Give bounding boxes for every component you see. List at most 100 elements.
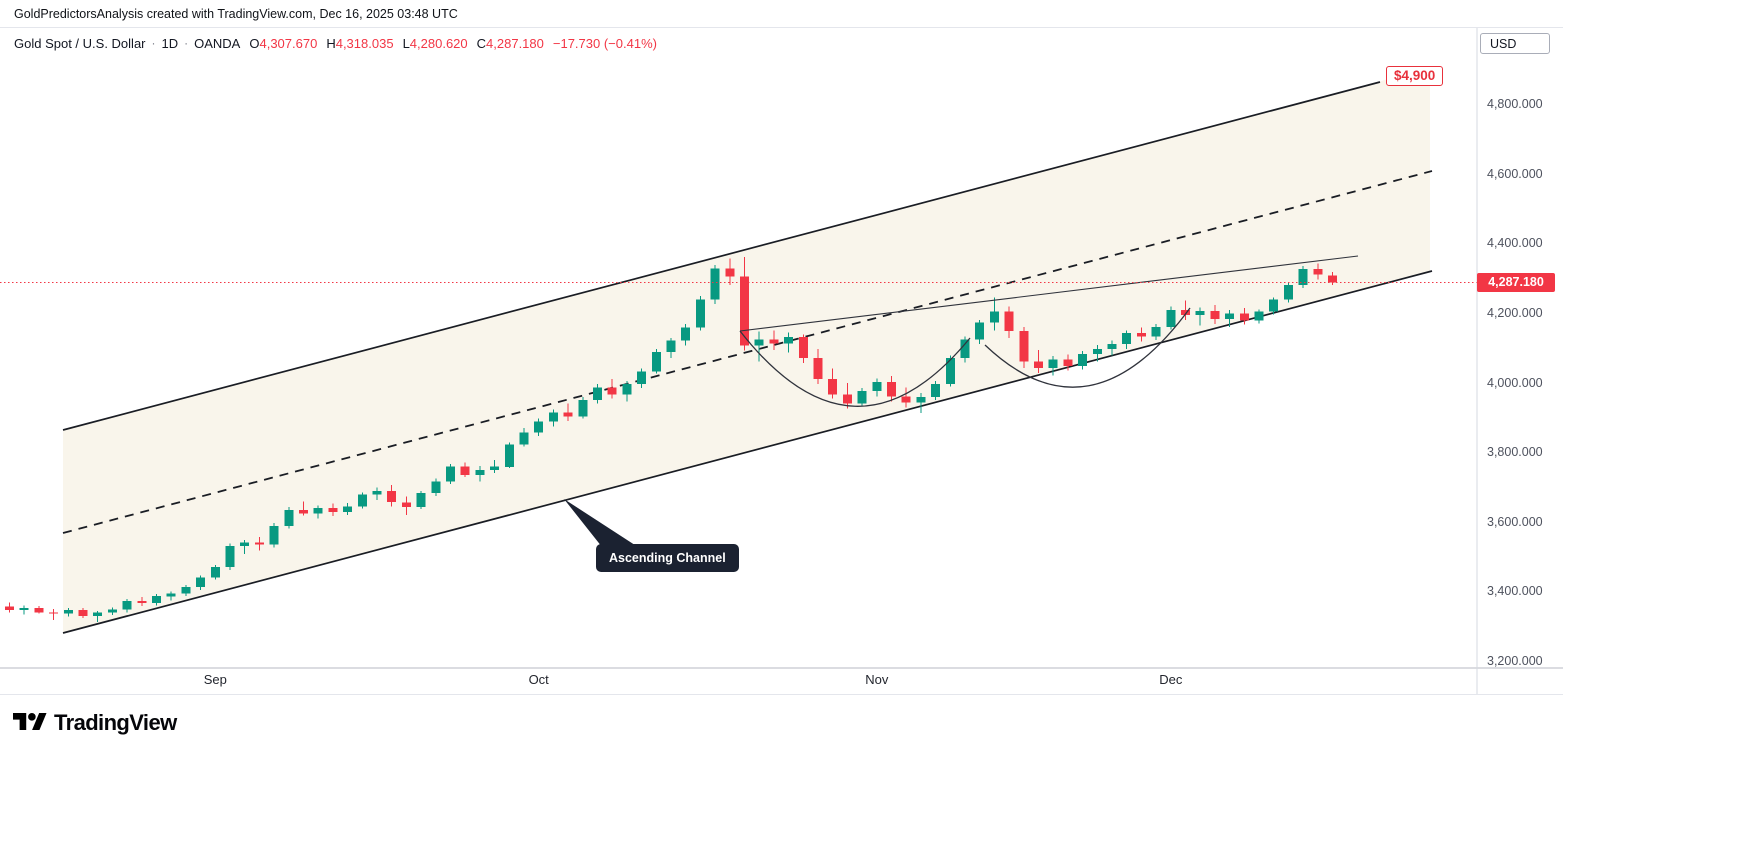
candle-body — [725, 268, 735, 277]
candle-body — [681, 327, 691, 341]
channel-fill — [63, 68, 1430, 633]
candle-body — [622, 383, 632, 395]
candle-body — [842, 394, 852, 404]
symbol-title[interactable]: Gold Spot / U.S. Dollar — [14, 35, 146, 51]
price-tick: 4,200.000 — [1487, 305, 1543, 320]
candle-body — [5, 606, 14, 611]
currency-text: USD — [1490, 36, 1517, 51]
price-tick: 4,800.000 — [1487, 97, 1543, 111]
candle-body — [813, 358, 823, 379]
candle-body — [328, 507, 338, 512]
time-axis-label: Nov — [865, 672, 889, 687]
time-axis-label: Sep — [203, 672, 227, 687]
open-label: O — [249, 35, 260, 51]
candle-body — [784, 337, 794, 344]
high-value: 4,318.035 — [335, 35, 394, 51]
time-axis-label: Dec — [1159, 672, 1183, 687]
candle-body — [769, 339, 779, 344]
candle-body — [1092, 349, 1102, 354]
resistance-trendline[interactable] — [739, 255, 1359, 332]
candle-body — [1195, 310, 1205, 315]
candle-body — [49, 612, 59, 614]
candle-body — [1225, 313, 1235, 320]
candle-body — [299, 509, 308, 514]
cup-arc-1[interactable] — [739, 330, 971, 407]
candle-body — [504, 444, 514, 467]
candle-body — [1048, 359, 1058, 368]
channel-upper-line[interactable] — [62, 81, 1381, 431]
candle-body — [1107, 344, 1117, 350]
candle-body — [1298, 269, 1308, 285]
candle-body — [34, 608, 44, 613]
candle-body — [1328, 275, 1337, 283]
candle-body — [284, 509, 294, 526]
candle-body — [1181, 310, 1190, 315]
channel-midline[interactable] — [62, 170, 1433, 534]
candle-body — [137, 601, 147, 604]
candle-body — [387, 491, 397, 503]
change-value: −17.730 (−0.41%) — [552, 35, 657, 51]
close-value: 4,287.180 — [486, 35, 544, 51]
candle-body — [695, 299, 705, 328]
candle-body — [181, 587, 191, 594]
candle-body — [901, 396, 911, 403]
candle-body — [240, 542, 250, 547]
low-label: L — [402, 35, 410, 51]
candle-body — [710, 268, 720, 300]
callout-pointer — [564, 499, 638, 547]
candle-body — [989, 311, 999, 323]
candle-body — [534, 421, 544, 433]
tradingview-logo-icon — [13, 713, 47, 731]
candle-body — [1239, 313, 1249, 321]
price-chart[interactable] — [0, 0, 1563, 695]
price-tick: 4,400.000 — [1487, 236, 1543, 251]
price-target-label[interactable]: $4,900 — [1386, 66, 1444, 86]
candle-body — [1078, 354, 1088, 366]
ascending-channel-callout[interactable]: Ascending Channel — [596, 544, 739, 572]
candle-body — [254, 542, 264, 545]
candle-body — [607, 387, 617, 395]
candle-body — [754, 339, 764, 346]
candle-body — [872, 381, 882, 391]
currency-label[interactable]: USD — [1480, 33, 1550, 54]
candle-body — [548, 412, 558, 422]
candle-body — [416, 493, 426, 508]
candle-body — [563, 412, 573, 417]
candle-body — [1166, 310, 1176, 327]
attribution-bar: GoldPredictorsAnalysis created with Trad… — [0, 0, 1563, 28]
time-axis[interactable]: Sep Oct Nov Dec — [0, 672, 1477, 690]
open-value: 4,307.670 — [259, 35, 318, 51]
candles — [5, 257, 1337, 622]
candle-body — [1136, 333, 1146, 337]
tradingview-wordmark: TradingView — [54, 709, 177, 735]
price-tick: 3,800.000 — [1487, 445, 1543, 460]
candle-body — [1151, 326, 1161, 337]
candle-body — [578, 399, 588, 417]
exchange-label[interactable]: OANDA — [194, 35, 241, 51]
separator-dot: · — [184, 36, 189, 50]
candle-body — [107, 609, 117, 613]
candle-body — [651, 351, 661, 372]
candle-body — [401, 502, 411, 508]
candle-body — [975, 322, 985, 340]
candle-body — [357, 494, 367, 507]
price-axis[interactable]: USD 4,800.000 4,600.000 4,400.000 4,200.000… — [1477, 0, 1563, 695]
candle-body — [78, 610, 88, 616]
interval-label[interactable]: 1D — [161, 35, 179, 51]
tradingview-attribution[interactable]: TradingView — [13, 709, 177, 736]
candle-body — [431, 481, 441, 494]
symbol-header: Gold Spot / U.S. Dollar · 1D · OANDA O4,… — [14, 35, 657, 51]
candle-body — [1034, 361, 1043, 368]
channel-lower-line[interactable] — [62, 270, 1433, 634]
cup-arc-2[interactable] — [984, 307, 1191, 388]
candle-body — [960, 339, 970, 359]
candle-body — [593, 387, 602, 400]
candle-body — [798, 337, 808, 359]
high-label: H — [326, 35, 336, 51]
candle-body — [460, 466, 470, 476]
ohlc-open: O4,307.670 — [249, 36, 317, 51]
candle-body — [269, 525, 279, 545]
price-tick: 3,200.000 — [1487, 654, 1543, 668]
candle-body — [446, 466, 455, 482]
candle-body — [313, 507, 323, 514]
